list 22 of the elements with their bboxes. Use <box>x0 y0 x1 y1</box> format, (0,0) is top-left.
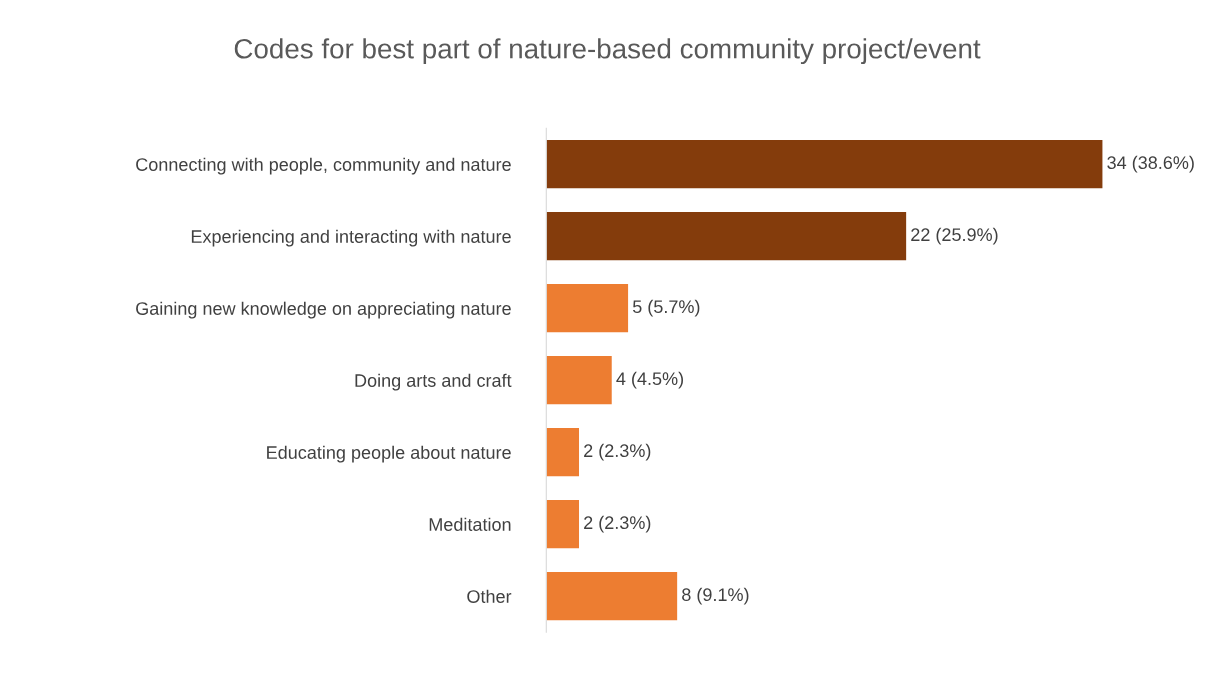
bar <box>546 428 580 477</box>
y-tick-label: Meditation <box>429 517 511 531</box>
bar <box>546 500 580 549</box>
data-label: 22 (25.9%) <box>911 227 998 245</box>
chart-title: Codes for best part of nature-based community project/event <box>234 38 981 65</box>
bar <box>546 572 678 621</box>
y-tick-label: Doing arts and craft <box>355 373 512 391</box>
data-label: 2 (2.3%) <box>584 515 651 533</box>
data-label: 4 (4.5%) <box>616 371 684 389</box>
data-label: 8 (9.1%) <box>682 587 749 605</box>
y-tick-label: Experiencing and interacting with nature <box>191 229 511 247</box>
y-tick-label: Educating people about nature <box>267 445 511 463</box>
bar <box>546 212 907 261</box>
y-tick-label: Other <box>467 589 512 603</box>
bar <box>546 140 1103 189</box>
data-label: 2 (2.3%) <box>584 443 651 461</box>
bar <box>546 356 612 405</box>
y-tick-label: Connecting with people, community and nature <box>136 157 511 175</box>
y-tick-label: Gaining new knowledge on appreciating nature <box>136 301 511 319</box>
data-label: 5 (5.7%) <box>632 299 700 317</box>
bar <box>546 284 629 333</box>
data-label: 34 (38.6%) <box>1107 155 1194 173</box>
